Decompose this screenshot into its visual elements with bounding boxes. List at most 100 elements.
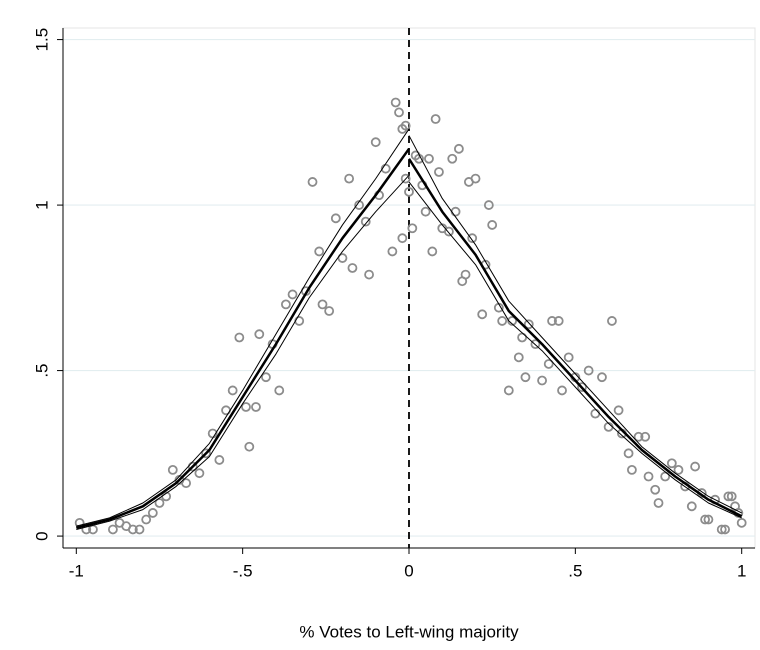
scatter-point bbox=[347, 263, 358, 273]
scatter-point bbox=[723, 491, 734, 502]
scatter-point bbox=[640, 431, 651, 442]
scatter-point bbox=[227, 385, 238, 396]
scatter-point bbox=[324, 306, 335, 316]
fit-line bbox=[407, 158, 743, 518]
scatter-point bbox=[434, 167, 444, 177]
scatter-point bbox=[307, 177, 318, 187]
scatter-point bbox=[194, 468, 205, 479]
scatter-point bbox=[147, 508, 158, 518]
scatter-point bbox=[690, 461, 701, 472]
scatter-point bbox=[627, 464, 637, 475]
scatter-point bbox=[633, 431, 644, 442]
scatter-point bbox=[720, 524, 730, 535]
scatter-point bbox=[281, 299, 291, 310]
scatter-point bbox=[201, 448, 211, 459]
scatter-point bbox=[430, 114, 441, 124]
scatter-point bbox=[487, 220, 498, 230]
scatter-point bbox=[507, 316, 518, 326]
scatter-point bbox=[483, 200, 494, 210]
scatter-point bbox=[181, 478, 191, 489]
scatter-point bbox=[643, 471, 654, 482]
scatter-point bbox=[427, 246, 438, 257]
scatter-point bbox=[251, 402, 261, 412]
scatter-point bbox=[241, 402, 251, 412]
x-tick-label: 0 bbox=[404, 561, 413, 580]
scatter-point bbox=[167, 464, 178, 475]
scatter-point bbox=[254, 329, 265, 340]
scatter-point bbox=[287, 289, 298, 300]
scatter-point bbox=[214, 455, 225, 465]
scatter-point bbox=[317, 299, 328, 310]
scatter-point bbox=[467, 233, 478, 244]
scatter-point bbox=[477, 309, 488, 320]
scatter-point bbox=[134, 524, 145, 535]
scatter-point bbox=[337, 253, 348, 263]
x-tick-label: .5 bbox=[568, 561, 582, 580]
scatter-point bbox=[653, 498, 664, 508]
y-tick-label: 0 bbox=[32, 531, 51, 540]
scatter-point bbox=[497, 316, 508, 326]
scatter-point bbox=[370, 137, 381, 148]
scatter-point bbox=[360, 216, 371, 227]
scatter-point bbox=[613, 405, 624, 416]
scatter-point bbox=[420, 206, 431, 217]
scatter-point bbox=[716, 524, 727, 535]
scatter-point bbox=[503, 385, 514, 396]
scatter-point bbox=[141, 514, 152, 525]
scatter-point bbox=[513, 352, 524, 363]
scatter-point bbox=[397, 233, 408, 244]
y-tick-label: 1.5 bbox=[32, 28, 51, 52]
x-tick-label: 1 bbox=[737, 561, 746, 580]
scatter-point bbox=[597, 372, 607, 383]
scatter-point bbox=[470, 173, 481, 184]
scatter-point bbox=[700, 514, 710, 525]
x-tick-label: -.5 bbox=[233, 561, 253, 580]
scatter-point bbox=[400, 173, 411, 184]
fit-line bbox=[76, 174, 410, 530]
scatter-point bbox=[444, 226, 454, 237]
y-tick-label: 1 bbox=[32, 200, 51, 209]
fit-line bbox=[408, 135, 742, 514]
scatter-point bbox=[726, 491, 737, 502]
scatter-point bbox=[380, 163, 391, 174]
scatter-point bbox=[407, 223, 418, 234]
scatter-point bbox=[583, 365, 594, 376]
scatter-point bbox=[460, 269, 471, 280]
scatter-point bbox=[454, 143, 464, 154]
fit-line bbox=[76, 128, 410, 527]
scatter-point bbox=[344, 173, 355, 184]
scatter-point bbox=[234, 332, 245, 343]
x-tick-label: -1 bbox=[69, 561, 84, 580]
scatter-point bbox=[390, 97, 401, 108]
scatter-point bbox=[108, 524, 118, 535]
y-tick-label: .5 bbox=[32, 363, 51, 377]
scatter-point bbox=[404, 186, 414, 197]
scatter-point bbox=[261, 372, 271, 383]
scatter-point bbox=[523, 319, 534, 330]
scatter-point bbox=[686, 501, 697, 512]
scatter-point bbox=[424, 153, 434, 164]
scatter-point bbox=[394, 107, 404, 118]
scatter-point bbox=[547, 316, 557, 326]
scatter-point bbox=[563, 352, 574, 363]
scatter-point bbox=[673, 464, 684, 475]
scatter-point bbox=[364, 269, 374, 280]
scatter-point bbox=[703, 514, 714, 525]
scatter-point bbox=[400, 120, 411, 131]
scatter-point bbox=[530, 339, 541, 350]
scatter-point bbox=[623, 448, 634, 459]
scatter-point bbox=[553, 316, 564, 326]
scatter-point bbox=[314, 246, 325, 257]
fit-line bbox=[408, 181, 742, 519]
scatter-point bbox=[520, 372, 531, 383]
scatter-point bbox=[537, 375, 547, 386]
scatter-point bbox=[127, 524, 138, 535]
scatter-point bbox=[330, 213, 341, 224]
fit-line bbox=[76, 148, 411, 530]
scatter-point bbox=[244, 441, 255, 452]
scatter-point bbox=[577, 382, 587, 393]
scatter-point bbox=[736, 517, 747, 528]
scatter-point bbox=[543, 359, 554, 369]
